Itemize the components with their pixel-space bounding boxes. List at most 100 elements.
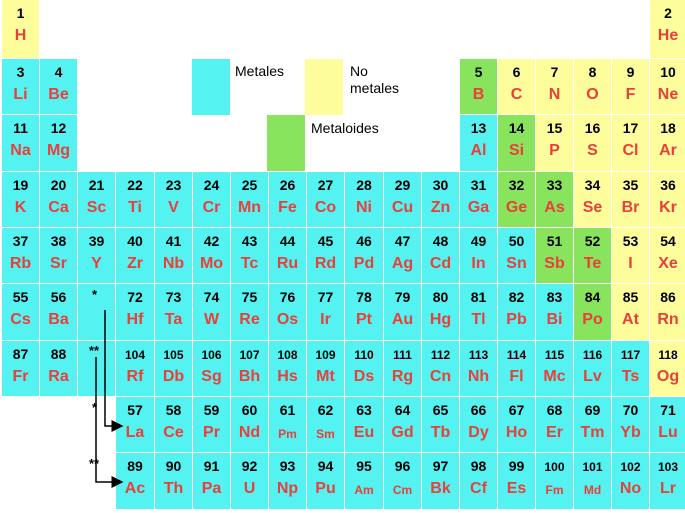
element-symbol: Rd <box>314 255 337 272</box>
element-cell-mt: 109 Mt <box>307 341 345 397</box>
atomic-number: 92 <box>241 458 258 474</box>
element-symbol: Ru <box>276 255 299 272</box>
element-cell-mo: 42 Mo <box>193 228 231 284</box>
element-cell-eu: 63 Eu <box>345 397 384 453</box>
element-symbol: V <box>168 199 179 216</box>
atomic-number: 95 <box>356 458 372 474</box>
element-symbol: Tc <box>240 255 259 272</box>
element-cell-li: 3 Li <box>2 59 40 115</box>
element-cell-mn: 25 Mn <box>231 172 269 228</box>
atomic-number: 88 <box>50 346 67 362</box>
element-symbol: I <box>628 255 633 272</box>
lanthanide-marker: * <box>92 287 98 302</box>
atomic-number: 91 <box>203 458 220 474</box>
atomic-number: 110 <box>354 348 374 362</box>
atomic-number: 41 <box>165 233 182 249</box>
element-symbol: Pu <box>315 480 336 497</box>
atomic-number: 24 <box>203 177 220 193</box>
element-symbol: C <box>510 86 523 103</box>
element-symbol: Si <box>508 142 525 159</box>
atomic-number: 40 <box>127 233 143 249</box>
element-cell-yb: 70 Yb <box>612 397 650 453</box>
atomic-number: 90 <box>165 458 182 474</box>
atomic-number: 54 <box>660 233 676 249</box>
atomic-number: 12 <box>50 120 67 136</box>
atomic-number: 15 <box>546 120 563 136</box>
element-symbol: Mo <box>199 255 224 272</box>
element-symbol: O <box>586 86 599 103</box>
element-cell-pd: 46 Pd <box>345 228 384 284</box>
element-cell-s: 16 S <box>574 115 612 172</box>
atomic-number: 16 <box>584 120 601 136</box>
element-cell-tl: 81 Tl <box>460 284 498 341</box>
element-cell-cn: 112 Cn <box>422 341 460 397</box>
element-cell-hg: 80 Hg <box>422 284 460 341</box>
element-symbol: Lu <box>658 424 678 441</box>
atomic-number: 9 <box>626 64 635 80</box>
atomic-number: 14 <box>508 120 525 136</box>
element-cell-sb: 51 Sb <box>536 228 574 284</box>
element-cell-br: 35 Br <box>612 172 650 228</box>
atomic-number: 105 <box>163 348 184 362</box>
element-symbol: Og <box>656 368 680 385</box>
element-cell-sg: 106 Sg <box>193 341 231 397</box>
atomic-number: 47 <box>394 233 411 249</box>
atomic-number: 63 <box>356 402 372 418</box>
atomic-number: 52 <box>584 233 601 249</box>
actinide-row-marker: ** <box>89 456 100 471</box>
element-symbol: Tb <box>430 424 451 441</box>
legend-metal-label: Metales <box>235 63 285 79</box>
element-cell-sc: 21 Sc <box>78 172 116 228</box>
element-symbol: Sc <box>86 199 107 216</box>
element-symbol: S <box>587 142 598 159</box>
element-cell-ra: 88 Ra <box>40 341 78 397</box>
element-symbol: Cd <box>429 255 452 272</box>
element-symbol: Ga <box>467 199 490 216</box>
element-cell-lv: 116 Lv <box>574 341 612 397</box>
element-symbol: Na <box>10 142 31 159</box>
atomic-number: 10 <box>660 64 676 80</box>
element-cell-se: 34 Se <box>574 172 612 228</box>
atomic-number: 112 <box>430 348 451 362</box>
element-cell-ru: 44 Ru <box>269 228 307 284</box>
element-symbol: Es <box>506 480 527 497</box>
element-symbol: Sn <box>506 255 527 272</box>
atomic-number: 32 <box>508 177 525 193</box>
element-cell-cs: 55 Cs <box>2 284 40 341</box>
element-cell-fe: 26 Fe <box>269 172 307 228</box>
element-symbol: Kr <box>659 199 677 216</box>
element-symbol: La <box>125 424 145 441</box>
atomic-number: 25 <box>241 177 258 193</box>
element-cell-cf: 98 Cf <box>460 453 498 510</box>
element-symbol: Lr <box>660 480 676 497</box>
element-cell-ti: 22 Ti <box>116 172 155 228</box>
atomic-number: 103 <box>657 460 679 474</box>
element-symbol: Mg <box>46 142 71 159</box>
element-cell-rd: 45 Rd <box>307 228 345 284</box>
element-cell-tc: 43 Tc <box>231 228 269 284</box>
element-symbol: Yb <box>620 424 641 441</box>
element-symbol: Fl <box>509 368 524 385</box>
element-cell-in: 49 In <box>460 228 498 284</box>
element-cell-ag: 47 Ag <box>384 228 422 284</box>
atomic-number: 30 <box>432 177 449 193</box>
element-symbol: Po <box>582 311 603 328</box>
element-symbol: Ds <box>353 368 375 385</box>
element-symbol: Lv <box>583 368 602 385</box>
atomic-number: 50 <box>508 233 525 249</box>
legend-nonmetal-label: No metales <box>350 63 400 96</box>
element-symbol: Rb <box>9 255 32 272</box>
atomic-number: 99 <box>508 458 525 474</box>
element-symbol: At <box>622 311 639 328</box>
element-cell-rb: 37 Rb <box>2 228 40 284</box>
element-symbol: Rf <box>126 368 144 385</box>
element-symbol: Be <box>48 86 69 103</box>
element-cell-pm: 61 Pm <box>269 397 307 453</box>
element-symbol: Sg <box>201 368 222 385</box>
element-cell-fl: 114 Fl <box>498 341 536 397</box>
element-cell-ba: 56 Ba <box>40 284 78 341</box>
atomic-number: 51 <box>546 233 563 249</box>
